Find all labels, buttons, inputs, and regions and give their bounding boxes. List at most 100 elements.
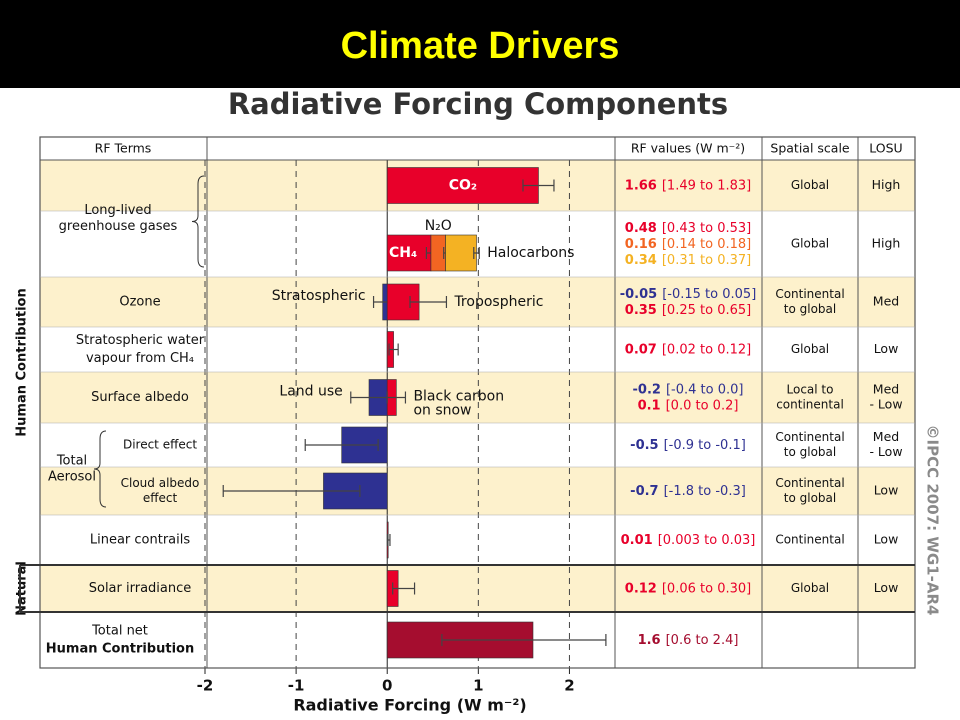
x-tick-label: 2 [564,677,574,695]
bar-label: Halocarbons [487,245,574,261]
rf-value-number: 0.01 [621,533,653,548]
bar-label: Black carbon [413,389,504,405]
rf-value-number: -0.7 [630,484,658,499]
spatial-scale: Global [791,581,829,595]
rf-value: 0.48 [0.43 to 0.53] [625,221,751,236]
group-term: Aerosol [48,470,96,485]
row-term: vapour from CH₄ [86,351,194,366]
losu: Low [874,532,899,547]
rf-value-range: [0.31 to 0.37] [662,253,751,268]
row-term: Linear contrails [90,533,191,548]
losu: Med [873,382,899,397]
brace [93,430,107,508]
bar-label: on snow [413,403,471,419]
spatial-scale: continental [776,398,844,412]
credit: ©IPCC 2007: WG1-AR4 [924,425,942,616]
rf-value-range: [0.25 to 0.65] [662,303,751,318]
spatial-scale: Global [791,178,829,192]
column-header: RF Terms [95,141,152,156]
bar-label: Stratospheric [272,288,366,304]
bar-label: N₂O [425,218,452,234]
section-label: Natural [15,561,30,616]
row-term: Direct effect [123,438,197,452]
page-title: Climate Drivers [341,25,620,67]
row-term: Cloud albedo [121,476,200,490]
row-term: Human Contribution [46,642,194,657]
group-term: greenhouse gases [59,219,178,234]
rf-value: 0.34 [0.31 to 0.37] [625,253,751,268]
spatial-scale: Global [791,342,829,356]
frame [39,136,916,669]
spatial-scale: Continental [775,430,844,444]
row-band [40,565,915,612]
rf-value-range: [0.06 to 0.30] [662,581,751,596]
rf-value: 0.16 [0.14 to 0.18] [625,237,751,252]
row-term: Stratospheric water [76,333,205,348]
spatial-scale: to global [784,491,836,505]
bar-label: Tropospheric [453,294,543,310]
rf-value-range: [-0.15 to 0.05] [662,287,756,302]
bar-label: CO₂ [449,178,477,194]
row-band [40,467,915,515]
rf-value-number: 0.16 [625,237,657,252]
column-header: RF values (W m⁻²) [631,141,745,156]
x-tick-label: 1 [473,677,483,695]
losu: High [872,177,901,192]
losu: Low [874,341,899,356]
rf-value-range: [0.0 to 0.2] [666,398,739,413]
spatial-scale: Continental [775,476,844,490]
rf-value-range: [0.14 to 0.18] [662,237,751,252]
bar [445,234,477,272]
rf-value: -0.5 [-0.9 to -0.1] [630,438,746,453]
rf-value-range: [-1.8 to -0.3] [664,484,746,499]
losu: - Low [869,397,902,412]
rf-value-number: -0.2 [633,382,661,397]
rf-value-range: [0.003 to 0.03] [658,533,756,548]
losu: Med [873,429,899,444]
row-term: Total net [91,624,148,639]
column-header: LOSU [869,141,902,156]
rf-value-number: 1.66 [625,178,657,193]
row-term: Solar irradiance [89,581,192,596]
rf-value: 0.1 [0.0 to 0.2] [638,398,739,413]
group-term: Total [56,454,87,469]
figure: -2 -1 0 1 2 Radiative Forcing (W m⁻²) RF Terms… [15,136,942,715]
rf-value: -0.2 [-0.4 to 0.0] [633,382,744,397]
losu: High [872,236,901,251]
bar-label: CH₄ [389,245,417,261]
rf-value-number: 0.34 [625,253,657,268]
rf-value: -0.05 [-0.15 to 0.05] [620,287,757,302]
spatial-scale: to global [784,302,836,316]
row-band [40,277,915,327]
x-tick-label: 0 [382,677,392,695]
rf-value-range: [0.02 to 0.12] [662,342,751,357]
rf-value-number: 0.1 [638,398,661,413]
chart-title: Radiative Forcing Components [228,87,728,121]
rf-value-range: [-0.4 to 0.0] [666,382,744,397]
rf-value: 1.6 [0.6 to 2.4] [638,633,739,648]
rf-value-number: -0.05 [620,287,657,302]
rf-value-number: 1.6 [638,633,661,648]
rf-value-number: 0.48 [625,221,657,236]
rf-value-number: -0.5 [630,438,658,453]
title-band [0,0,960,88]
rf-value: 1.66 [1.49 to 1.83] [625,178,751,193]
spatial-scale: Continental [775,533,844,547]
rf-value-number: 0.35 [625,303,657,318]
row-term: effect [143,491,178,505]
rf-value-range: [0.6 to 2.4] [666,633,739,648]
rf-value: 0.07 [0.02 to 0.12] [625,342,751,357]
rf-value-range: [-0.9 to -0.1] [664,438,746,453]
rf-value-number: 0.07 [625,342,657,357]
x-tick-label: -2 [197,677,214,695]
group-term: Long-lived [84,203,151,218]
spatial-scale: Local to [787,383,834,397]
spatial-scale: to global [784,445,836,459]
losu: Med [873,294,899,309]
rf-value: 0.12 [0.06 to 0.30] [625,581,751,596]
brace [191,175,205,268]
x-tick-label: -1 [288,677,305,695]
rf-value-range: [0.43 to 0.53] [662,221,751,236]
losu: - Low [869,444,902,459]
